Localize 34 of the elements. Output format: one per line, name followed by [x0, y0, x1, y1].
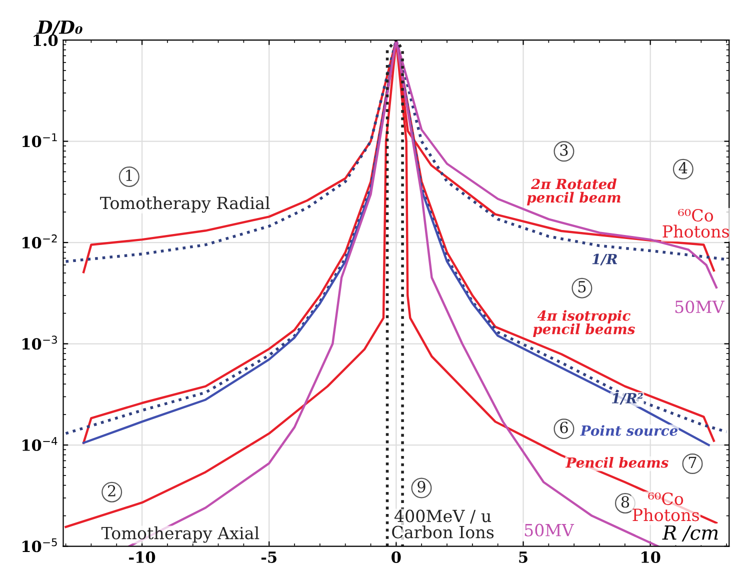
annotation: 7: [688, 456, 696, 468]
x-tick-label: -10: [129, 551, 156, 563]
annotation: Tomotherapy Radial: [100, 196, 270, 213]
annotation: 50MV: [675, 300, 725, 314]
annotation: 5: [578, 281, 586, 293]
y-tick-label: 10$^{−5}$: [22, 538, 57, 552]
annotation: 50MV: [524, 524, 574, 536]
annotation: Pencil beams: [565, 457, 668, 468]
y-tick-label: 10$^{−3}$: [22, 336, 57, 350]
annotation: 3: [560, 144, 568, 156]
x-tick-label: 5: [519, 552, 528, 563]
y-axis-title: D/D₀: [36, 20, 82, 36]
x-tick-label: 10: [642, 551, 660, 563]
annotation: ⁶⁰Co Photons: [662, 208, 729, 238]
annotation: 2: [108, 484, 116, 496]
annotation: 6: [560, 422, 568, 434]
x-axis-title: R /cm: [662, 526, 718, 542]
annotation: 2π Rotated pencil beam: [526, 178, 620, 206]
annotation: 4: [678, 162, 688, 174]
annotation: 8: [621, 496, 630, 508]
y-tick-label: 10$^{−1}$: [22, 133, 57, 148]
x-tick-label: 0: [392, 551, 401, 563]
annotation: 1: [126, 170, 132, 181]
annotation: 1/R: [592, 254, 617, 266]
annotation: Point source: [580, 425, 678, 436]
annotation: ⁶⁰Co Photons: [632, 492, 700, 522]
annotation: 400MeV / u Carbon Ions: [392, 510, 494, 538]
x-tick-label: -5: [261, 552, 276, 563]
annotation: 9: [418, 480, 426, 492]
y-tick-label: 1.0: [34, 34, 58, 46]
y-tick-label: 10$^{−2}$: [22, 234, 57, 248]
annotation: 4π isotropic pencil beams: [533, 310, 635, 337]
y-tick-label: 10$^{−4}$: [22, 437, 58, 451]
annotation: Tomotherapy Axial: [101, 526, 260, 543]
